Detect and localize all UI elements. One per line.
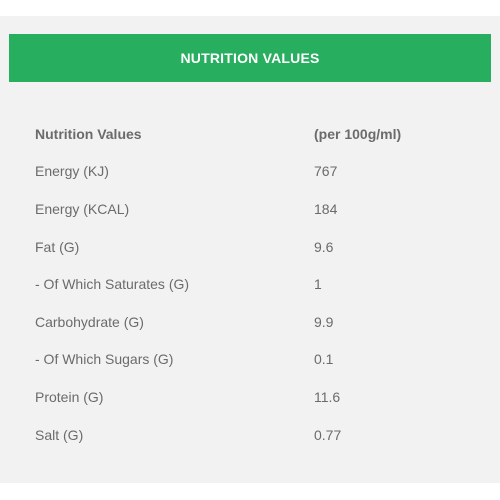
- nutrient-value: 1: [314, 276, 322, 293]
- table-row: Protein (G) 11.6: [35, 378, 475, 416]
- nutrient-label: Protein (G): [35, 388, 104, 405]
- table-header-row: Nutrition Values (per 100g/ml): [35, 115, 475, 153]
- nutrient-label: Salt (G): [35, 426, 84, 443]
- nutrient-label: Energy (KCAL): [35, 200, 130, 217]
- table-row: Energy (KCAL) 184: [35, 190, 475, 228]
- table-row: Salt (G) 0.77: [35, 416, 475, 454]
- nutrient-label: Energy (KJ): [35, 163, 109, 180]
- nutrition-header-title: NUTRITION VALUES: [180, 50, 320, 66]
- column-header-nutrient: Nutrition Values: [35, 125, 142, 142]
- nutrient-label: Carbohydrate (G): [35, 313, 144, 330]
- nutrient-value: 767: [314, 163, 338, 180]
- nutrient-label: - Of Which Saturates (G): [35, 276, 190, 293]
- column-header-amount: (per 100g/ml): [314, 125, 402, 142]
- nutrient-value: 9.9: [314, 313, 334, 330]
- nutrient-label: Fat (G): [35, 238, 80, 255]
- nutrition-table: Nutrition Values (per 100g/ml) Energy (K…: [35, 115, 475, 453]
- nutrition-panel: NUTRITION VALUES Nutrition Values (per 1…: [0, 16, 500, 483]
- nutrient-value: 9.6: [314, 238, 334, 255]
- nutrient-value: 0.1: [314, 351, 334, 368]
- table-row: - Of Which Saturates (G) 1: [35, 265, 475, 303]
- table-row: Carbohydrate (G) 9.9: [35, 303, 475, 341]
- nutrition-header: NUTRITION VALUES: [9, 34, 491, 82]
- table-row: Fat (G) 9.6: [35, 228, 475, 266]
- nutrient-label: - Of Which Sugars (G): [35, 351, 174, 368]
- table-row: Energy (KJ) 767: [35, 153, 475, 191]
- nutrient-value: 0.77: [314, 426, 342, 443]
- table-row: - Of Which Sugars (G) 0.1: [35, 341, 475, 379]
- nutrient-value: 184: [314, 200, 338, 217]
- nutrient-value: 11.6: [314, 388, 341, 405]
